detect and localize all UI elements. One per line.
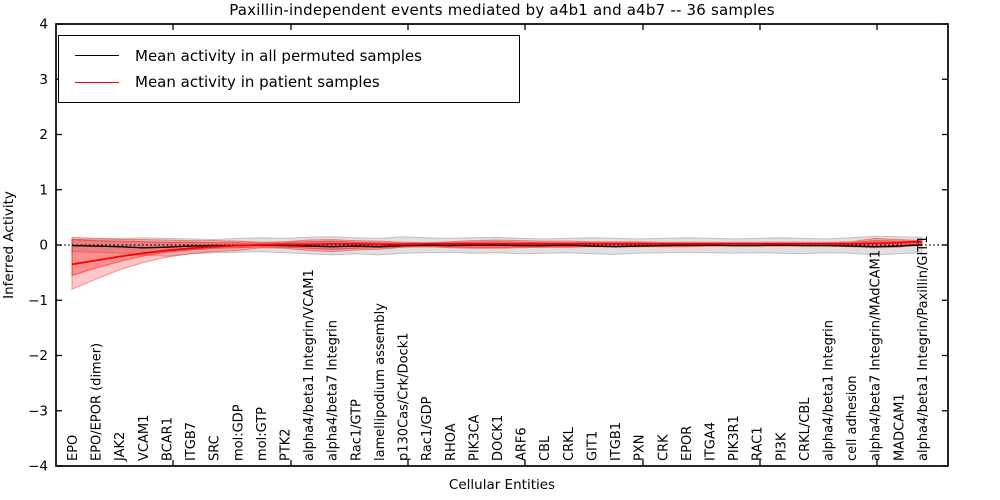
permuted-samples-range: [71, 235, 923, 257]
x-category-label: Rac1/GDP: [420, 396, 435, 461]
x-category-label: GIT1: [585, 431, 600, 461]
x-category-label: JAK2: [113, 432, 128, 462]
x-category-label: CRKL: [562, 426, 577, 461]
x-category-label: SRC: [208, 435, 223, 461]
x-category-label: CRKL/CBL: [798, 397, 813, 461]
x-category-label: MADCAM1: [892, 393, 907, 461]
patient-mean-line: [71, 240, 923, 266]
x-category-label: PIK3CA: [467, 414, 482, 461]
x-category-label: alpha4/beta7 Integrin: [326, 320, 341, 461]
y-tick-label: −1: [28, 293, 48, 309]
x-category-label: alpha4/beta7 Integrin/MAdCAM1: [869, 250, 884, 461]
x-category-label: p130Cas/Crk/Dock1: [397, 332, 412, 461]
y-tick-label: 2: [39, 127, 48, 143]
x-category-label: lamellipodium assembly: [373, 303, 388, 461]
x-category-label: PTK2: [278, 428, 293, 461]
x-category-label: cell adhesion: [845, 375, 860, 461]
x-category-label: RHOA: [444, 423, 459, 461]
y-tick-label: 3: [39, 72, 48, 88]
x-category-label: ARF6: [515, 427, 530, 461]
y-tick-label: 4: [39, 17, 48, 33]
x-category-label: ITGA4: [703, 422, 718, 461]
x-category-label: VCAM1: [137, 415, 152, 461]
x-category-label: EPOR: [680, 426, 695, 461]
chart-title: Paxillin-independent events mediated by …: [229, 1, 775, 19]
x-category-label: ITGB1: [609, 422, 624, 461]
y-axis-label: Inferred Activity: [1, 191, 17, 299]
x-category-label: PXN: [633, 435, 648, 461]
x-category-label: CBL: [538, 435, 553, 461]
x-category-label: RAC1: [751, 426, 766, 461]
x-category-label: alpha4/beta1 Integrin/VCAM1: [302, 269, 317, 461]
x-category-label: alpha4/beta1 Integrin/Paxillin/GIT1: [916, 235, 931, 461]
x-category-label: ITGB7: [184, 422, 199, 461]
x-category-label: DOCK1: [491, 415, 506, 461]
patient-line-sample-icon: [75, 81, 119, 83]
x-category-label: EPO: [66, 435, 81, 461]
x-axis-label: Cellular Entities: [448, 477, 556, 493]
x-category-label: EPO/EPOR (dimer): [90, 343, 105, 461]
x-category-label: PIK3R1: [727, 415, 742, 461]
legend-label-permuted: Mean activity in all permuted samples: [135, 46, 422, 65]
y-tick-label: −2: [28, 348, 48, 364]
legend-label-patient: Mean activity in patient samples: [135, 73, 380, 92]
legend: Mean activity in all permuted samples Me…: [58, 35, 520, 103]
x-category-label: mol:GDP: [231, 404, 246, 461]
x-category-label: BCAR1: [160, 417, 175, 461]
permuted-line-sample-icon: [75, 55, 119, 57]
legend-item-permuted: Mean activity in all permuted samples: [59, 47, 519, 65]
y-tick-label: 0: [39, 238, 48, 254]
x-category-label: mol:GTP: [255, 407, 270, 461]
x-category-label: alpha4/beta1 Integrin: [822, 320, 837, 461]
legend-item-patient: Mean activity in patient samples: [59, 73, 519, 91]
y-tick-label: 1: [39, 182, 48, 198]
x-category-label: PI3K: [774, 432, 789, 461]
x-category-label: Rac1/GTP: [349, 399, 364, 461]
y-tick-label: −4: [28, 459, 48, 475]
permuted-mean-line: [71, 244, 923, 249]
y-tick-label: −3: [28, 403, 48, 419]
x-category-label: CRK: [656, 434, 671, 461]
patient-samples-range-inner: [71, 238, 923, 277]
